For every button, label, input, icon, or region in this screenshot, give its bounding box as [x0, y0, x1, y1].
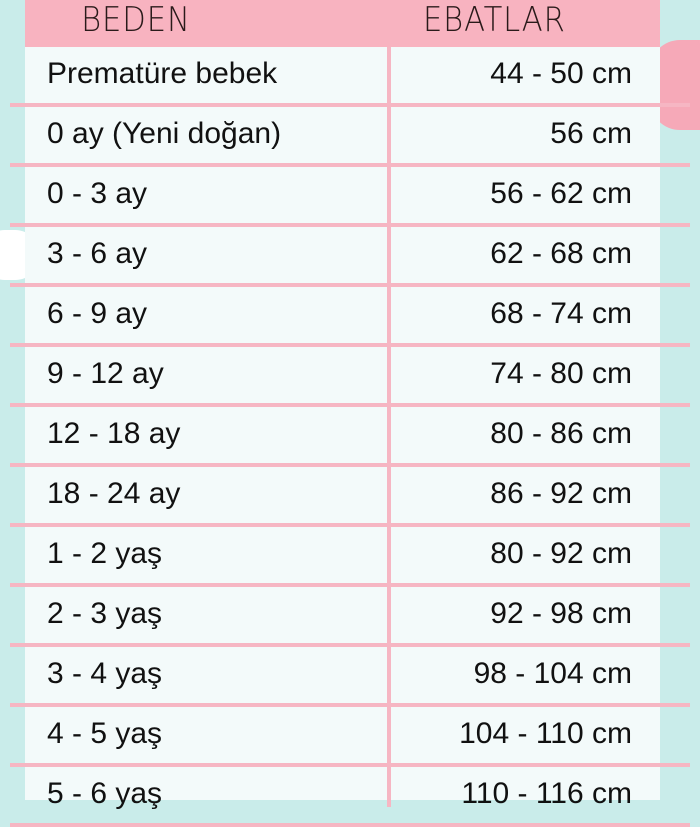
size-cell: 0 ay (Yeni doğan) — [47, 117, 282, 150]
row-divider — [10, 643, 690, 647]
table-row: 12 - 18 ay 80 - 86 cm — [10, 407, 690, 467]
size-cell: 5 - 6 yaş — [47, 777, 163, 810]
row-divider — [10, 583, 690, 587]
table-row: 18 - 24 ay 86 - 92 cm — [10, 467, 690, 527]
row-divider — [10, 523, 690, 527]
table-row: 0 - 3 ay 56 - 62 cm — [10, 167, 690, 227]
table-row: 1 - 2 yaş 80 - 92 cm — [10, 527, 690, 587]
table-row: 3 - 4 yaş 98 - 104 cm — [10, 647, 690, 707]
row-divider — [10, 283, 690, 287]
size-chart-table: BEDEN EBATLAR Prematüre bebek 44 - 50 cm 0… — [10, 0, 690, 827]
table-row: Prematüre bebek 44 - 50 cm — [10, 47, 690, 107]
size-cell: 1 - 2 yaş — [47, 537, 163, 570]
measure-cell: 110 - 116 cm — [461, 777, 632, 810]
size-cell: 0 - 3 ay — [47, 177, 148, 210]
row-divider — [10, 343, 690, 347]
row-divider — [10, 403, 690, 407]
row-divider — [10, 703, 690, 707]
row-divider — [10, 163, 690, 167]
measure-cell: 56 cm — [550, 117, 632, 150]
header-size: BEDEN — [81, 0, 191, 40]
size-cell: 12 - 18 ay — [47, 417, 181, 450]
measure-cell: 80 - 92 cm — [490, 537, 632, 570]
size-cell: 2 - 3 yaş — [47, 597, 163, 630]
table-row: 5 - 6 yaş 110 - 116 cm — [10, 767, 690, 827]
row-divider — [10, 223, 690, 227]
row-divider — [10, 103, 690, 107]
measure-cell: 86 - 92 cm — [490, 477, 632, 510]
table-row: 0 ay (Yeni doğan) 56 cm — [10, 107, 690, 167]
table-row: 3 - 6 ay 62 - 68 cm — [10, 227, 690, 287]
size-cell: 6 - 9 ay — [47, 297, 148, 330]
table-row: 2 - 3 yaş 92 - 98 cm — [10, 587, 690, 647]
measure-cell: 104 - 110 cm — [459, 717, 632, 750]
size-cell: 3 - 6 ay — [47, 237, 148, 270]
measure-cell: 62 - 68 cm — [490, 237, 632, 270]
size-cell: 4 - 5 yaş — [47, 717, 163, 750]
measure-cell: 92 - 98 cm — [490, 597, 632, 630]
table-header: BEDEN EBATLAR — [25, 0, 660, 47]
table-row: 6 - 9 ay 68 - 74 cm — [10, 287, 690, 347]
size-cell: 9 - 12 ay — [47, 357, 164, 390]
row-divider — [10, 463, 690, 467]
row-divider — [10, 763, 690, 767]
size-cell: 3 - 4 yaş — [47, 657, 163, 690]
table-row: 9 - 12 ay 74 - 80 cm — [10, 347, 690, 407]
measure-cell: 68 - 74 cm — [490, 297, 632, 330]
size-cell: Prematüre bebek — [47, 57, 278, 90]
header-measure: EBATLAR — [422, 0, 566, 40]
measure-cell: 44 - 50 cm — [490, 57, 632, 90]
measure-cell: 74 - 80 cm — [490, 357, 632, 390]
measure-cell: 56 - 62 cm — [490, 177, 632, 210]
row-divider — [10, 823, 690, 827]
table-row: 4 - 5 yaş 104 - 110 cm — [10, 707, 690, 767]
size-cell: 18 - 24 ay — [47, 477, 181, 510]
measure-cell: 80 - 86 cm — [490, 417, 632, 450]
column-divider — [387, 47, 391, 807]
measure-cell: 98 - 104 cm — [473, 657, 632, 690]
